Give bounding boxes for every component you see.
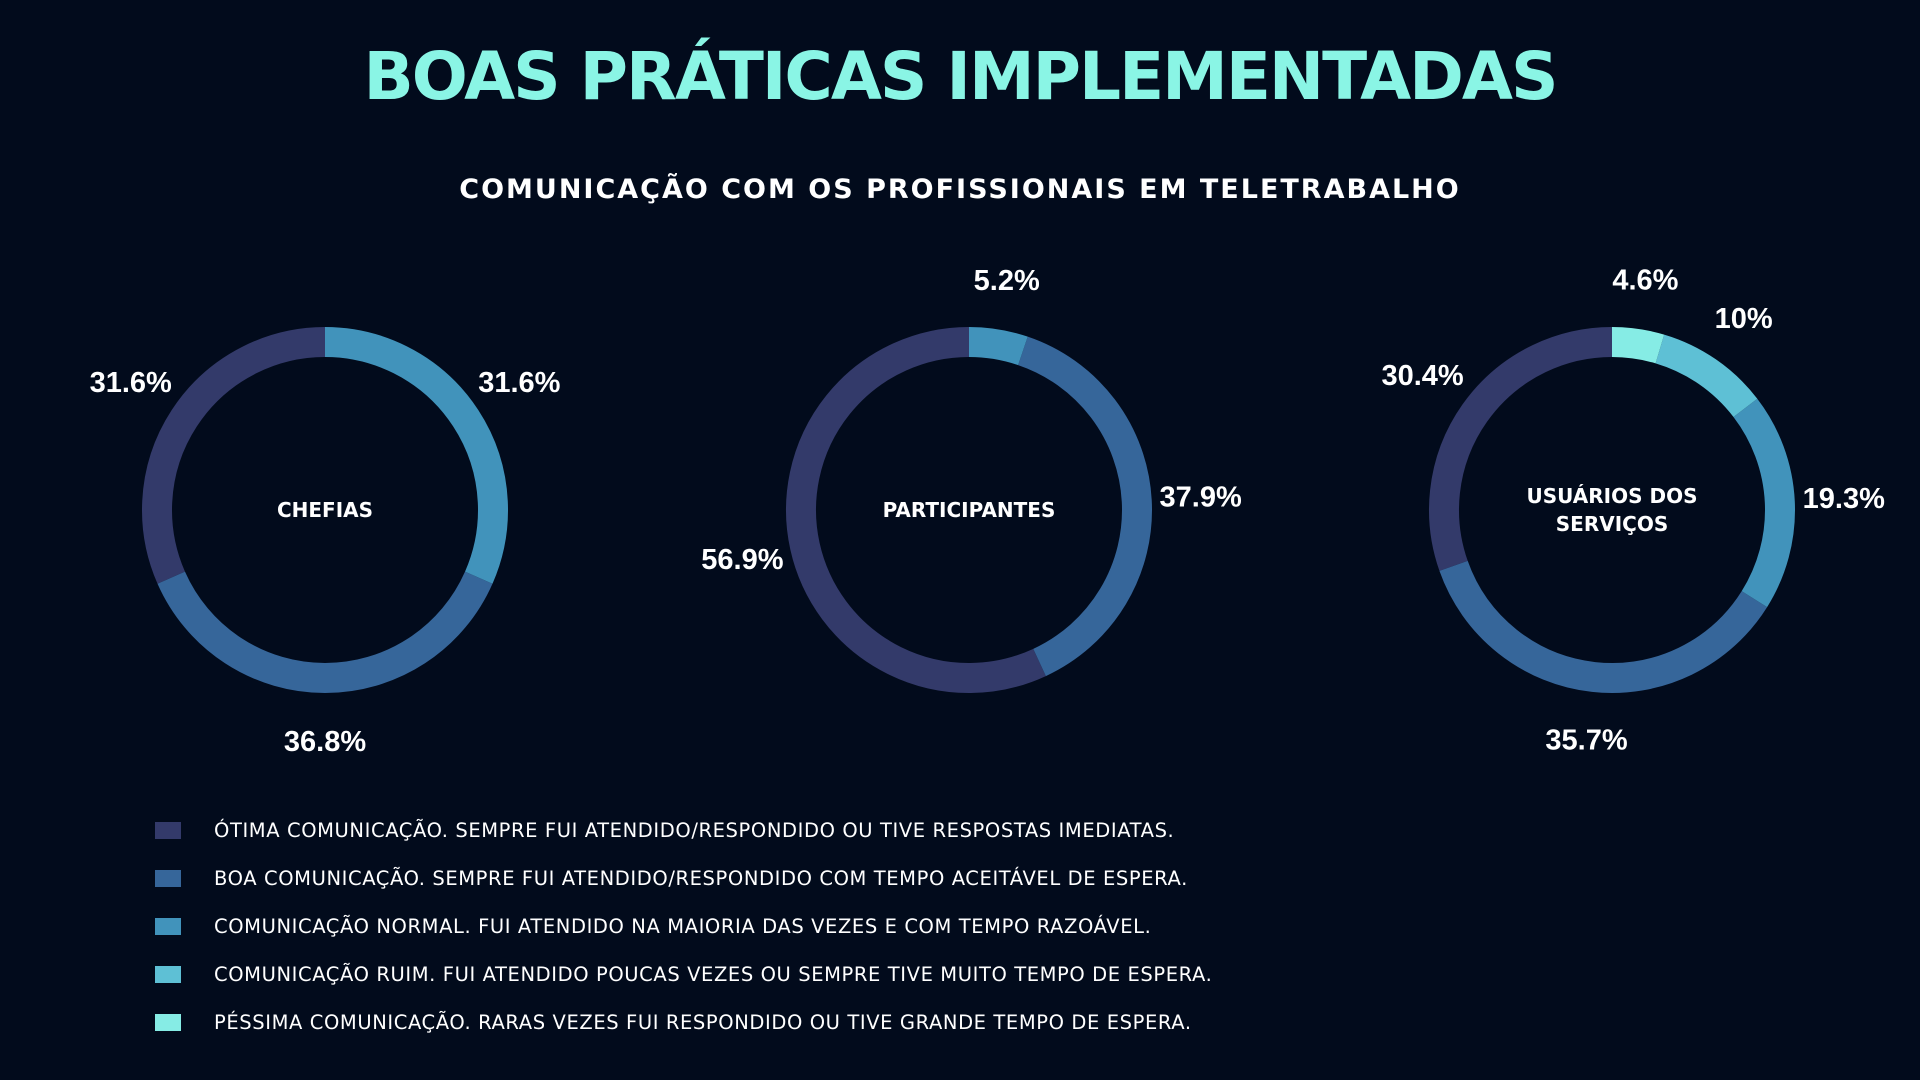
donut-slice — [324, 327, 508, 584]
donut-slice — [157, 571, 493, 693]
slice-value-label: 31.6% — [478, 367, 560, 399]
slice-value-label: 30.4% — [1381, 360, 1463, 392]
legend-item: BOA COMUNICAÇÃO. SEMPRE FUI ATENDIDO/RES… — [155, 854, 1212, 902]
donut-slice — [1611, 327, 1665, 364]
legend-item: PÉSSIMA COMUNICAÇÃO. RARAS VEZES FUI RES… — [155, 998, 1212, 1046]
page-title: BOAS PRÁTICAS IMPLEMENTADAS — [363, 38, 1558, 115]
slice-value-label: 56.9% — [701, 544, 783, 576]
legend-label: COMUNICAÇÃO RUIM. FUI ATENDIDO POUCAS VE… — [214, 962, 1213, 986]
legend-label: BOA COMUNICAÇÃO. SEMPRE FUI ATENDIDO/RES… — [214, 866, 1188, 890]
legend-swatch — [155, 869, 181, 887]
donut-slice — [786, 327, 1046, 693]
legend-swatch — [155, 917, 181, 935]
legend-swatch — [155, 1013, 181, 1031]
legend-swatch — [155, 821, 181, 839]
donut-chart: 56.9% 37.9% 5.2% PARTICIPANTES — [701, 265, 1242, 693]
donut-chart: 30.4% 35.7% 19.3% 10% 4.6% USUÁRIOS DOS SERVIÇ… — [1381, 264, 1885, 756]
donut-slice — [142, 327, 326, 584]
donut-slice — [1655, 334, 1758, 418]
legend-label: PÉSSIMA COMUNICAÇÃO. RARAS VEZES FUI RES… — [214, 1010, 1192, 1034]
slice-value-label: 36.8% — [284, 726, 366, 758]
donut-slice — [1018, 336, 1152, 677]
donut-chart: 31.6% 36.8% 31.6% CHEFIAS — [90, 327, 561, 758]
donut-center-label: USUÁRIOS DOS — [1527, 484, 1698, 508]
slice-value-label: 10% — [1715, 303, 1773, 335]
legend-swatch — [155, 965, 181, 983]
donut-slice — [1439, 560, 1768, 693]
donut-center-label: CHEFIAS — [277, 498, 373, 522]
slice-value-label: 4.6% — [1612, 264, 1678, 296]
donut-slice — [1733, 398, 1795, 608]
legend-item: COMUNICAÇÃO RUIM. FUI ATENDIDO POUCAS VE… — [155, 950, 1212, 998]
donut-slice — [1429, 327, 1613, 571]
legend-item: ÓTIMA COMUNICAÇÃO. SEMPRE FUI ATENDIDO/R… — [155, 806, 1212, 854]
legend-label: COMUNICAÇÃO NORMAL. FUI ATENDIDO NA MAIO… — [214, 914, 1152, 938]
legend-item: COMUNICAÇÃO NORMAL. FUI ATENDIDO NA MAIO… — [155, 902, 1212, 950]
slice-value-label: 35.7% — [1545, 725, 1627, 757]
legend-label: ÓTIMA COMUNICAÇÃO. SEMPRE FUI ATENDIDO/R… — [214, 818, 1175, 842]
legend: ÓTIMA COMUNICAÇÃO. SEMPRE FUI ATENDIDO/R… — [155, 806, 1212, 1046]
donut-center-label: SERVIÇOS — [1556, 512, 1668, 536]
slice-value-label: 31.6% — [90, 367, 172, 399]
slice-value-label: 5.2% — [974, 265, 1040, 297]
page-subtitle: COMUNICAÇÃO COM OS PROFISSIONAIS EM TELE… — [459, 174, 1461, 205]
slice-value-label: 37.9% — [1160, 482, 1242, 514]
donut-slice — [968, 327, 1028, 366]
donut-center-label: PARTICIPANTES — [883, 498, 1056, 522]
slice-value-label: 19.3% — [1803, 483, 1885, 515]
